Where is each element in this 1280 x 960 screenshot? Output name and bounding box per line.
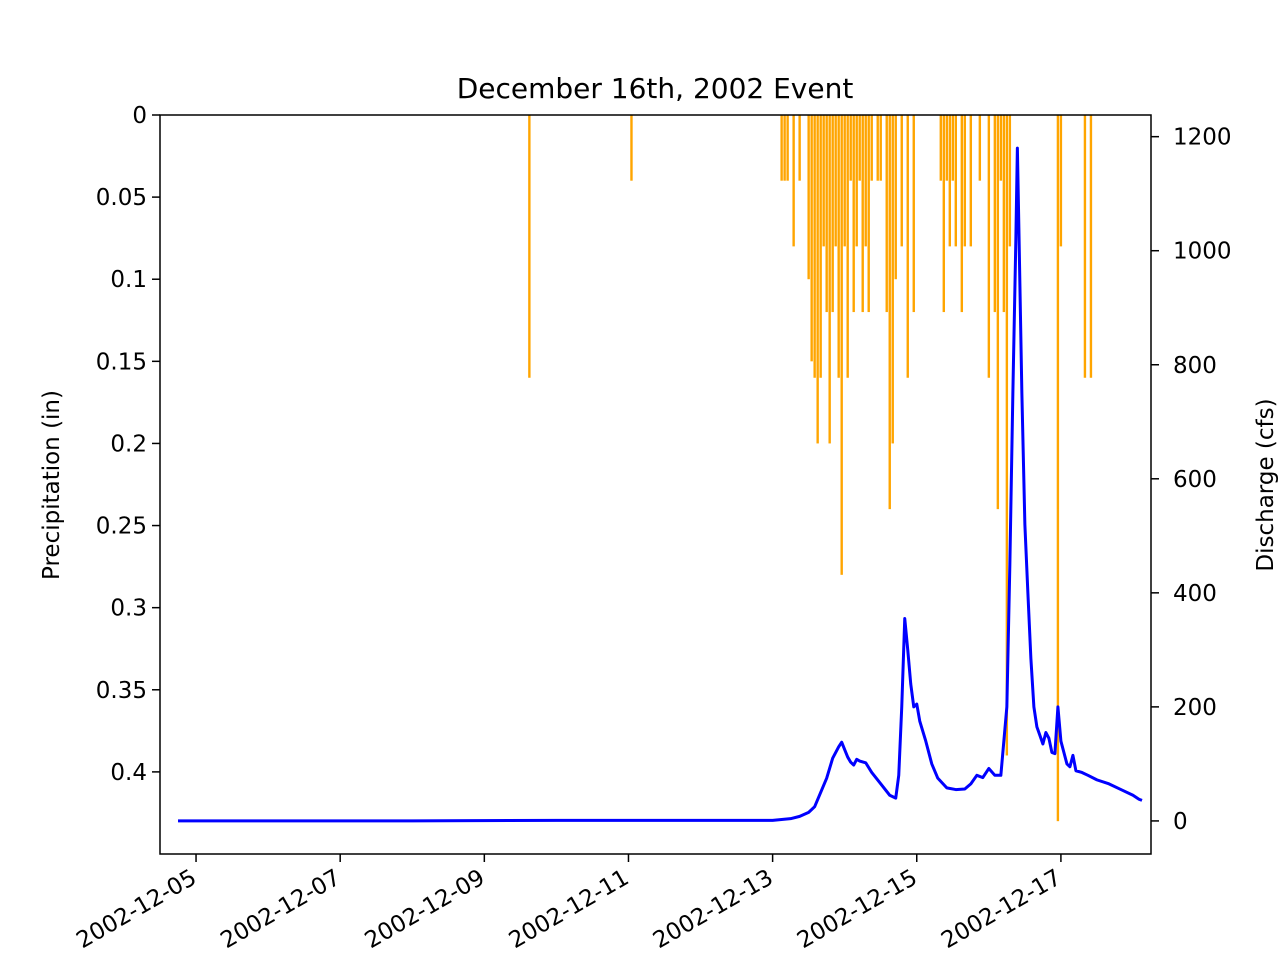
left-y-axis-label: Precipitation (in) [39,390,65,580]
left-tick-label-1: 0.05 [96,185,147,211]
precip-bar-11 [819,115,821,378]
left-tick-label-0: 0 [132,103,147,129]
precip-bar-24 [859,115,861,181]
right-y-axis: 0 200 400 600 800 1000 1200 [1151,125,1232,835]
precip-bar-3 [783,115,785,181]
x-tick-label-5: 2002-12-15 [793,865,922,954]
precip-bar-33 [892,115,894,443]
precip-bar-46 [970,115,972,246]
precip-bar-43 [955,115,957,246]
precip-bar-44 [961,115,963,312]
left-tick-label-6: 0.3 [110,596,147,622]
right-tick-label-0: 0 [1173,809,1188,835]
precip-bar-20 [846,115,848,378]
precip-bar-26 [865,115,867,246]
precip-bar-28 [871,115,873,181]
precip-bar-19 [843,115,845,246]
chart-title: December 16th, 2002 Event [457,72,854,105]
precip-bar-18 [840,115,842,575]
left-tick-label-5: 0.25 [96,514,147,540]
left-y-axis: 0 0.05 0.1 0.15 0.2 0.25 0.3 0.35 0.4 [96,103,160,786]
precip-bar-21 [850,115,852,181]
precip-bar-16 [834,115,836,246]
left-tick-label-7: 0.35 [96,678,147,704]
left-tick-label-8: 0.4 [110,760,147,786]
precip-bar-7 [807,115,809,279]
precip-bar-57 [1084,115,1086,378]
x-tick-label-3: 2002-12-11 [505,865,634,954]
right-y-axis-label: Discharge (cfs) [1253,398,1279,571]
precip-bar-48 [988,115,990,378]
left-tick-label-2: 0.1 [110,267,147,293]
precip-bar-50 [997,115,999,509]
right-tick-label-5: 1000 [1173,239,1232,265]
right-tick-label-6: 1200 [1173,125,1232,151]
precip-bar-58 [1090,115,1092,378]
precip-bar-38 [940,115,942,181]
precip-bar-25 [862,115,864,312]
precip-bar-15 [831,115,833,312]
precip-bar-47 [979,115,981,181]
precip-bar-6 [798,115,800,181]
precip-bar-17 [837,115,839,378]
right-tick-label-1: 200 [1173,695,1217,721]
precip-bar-42 [952,115,954,181]
x-axis: 2002-12-05 2002-12-07 2002-12-09 2002-12-11… [72,854,1066,954]
precip-bar-56 [1060,115,1062,246]
x-tick-label-1: 2002-12-07 [216,865,345,954]
precip-bar-13 [825,115,827,312]
precip-bar-23 [856,115,858,246]
precip-bar-40 [946,115,948,181]
left-tick-label-4: 0.2 [110,431,147,457]
precip-bar-29 [877,115,879,181]
precip-bar-54 [1009,115,1011,246]
precip-bar-30 [880,115,882,181]
precip-bar-49 [994,115,996,312]
precip-bar-22 [853,115,855,312]
x-tick-label-6: 2002-12-17 [937,865,1066,954]
precip-bar-31 [886,115,888,312]
right-tick-label-2: 400 [1173,581,1217,607]
precip-bar-32 [889,115,891,509]
precip-bar-10 [816,115,818,443]
precip-bar-4 [786,115,788,181]
precip-bar-12 [822,115,824,246]
precip-bar-1 [630,115,632,181]
left-tick-label-3: 0.15 [96,349,147,375]
precip-bar-8 [810,115,812,361]
precip-bar-51 [1000,115,1002,181]
precip-bar-34 [895,115,897,279]
precip-bar-0 [528,115,530,378]
precip-bar-9 [813,115,815,378]
right-tick-label-3: 600 [1173,467,1217,493]
precip-bar-37 [913,115,915,312]
precip-bar-5 [792,115,794,246]
precip-bar-39 [943,115,945,312]
precip-bar-14 [828,115,830,443]
precip-bar-35 [901,115,903,246]
precip-bar-41 [949,115,951,246]
precip-bar-27 [868,115,870,312]
precip-bar-36 [907,115,909,378]
x-tick-label-0: 2002-12-05 [72,865,201,954]
x-tick-label-2: 2002-12-09 [361,865,490,954]
precip-bar-45 [964,115,966,246]
right-tick-label-4: 800 [1173,353,1217,379]
precip-bar-52 [1003,115,1005,312]
x-tick-label-4: 2002-12-13 [649,865,778,954]
precip-bar-2 [780,115,782,181]
